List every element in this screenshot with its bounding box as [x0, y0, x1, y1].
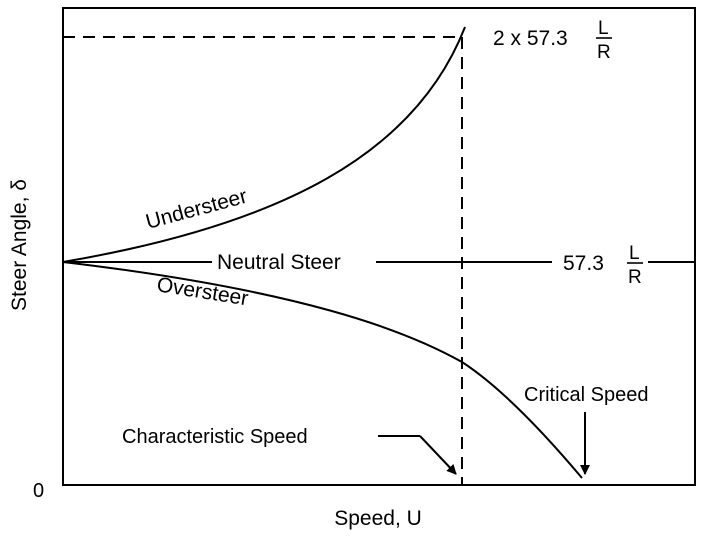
characteristic-speed-arrow — [419, 435, 457, 475]
y-origin-label: 0 — [33, 480, 44, 502]
oversteer-label: Oversteer — [155, 273, 250, 310]
understeer-label: Understeer — [143, 185, 249, 234]
upper-fraction-denominator: R — [597, 42, 611, 63]
neutral-fraction-numerator: L — [629, 243, 640, 264]
plot-frame — [62, 7, 696, 486]
x-axis-label: Speed, U — [334, 507, 422, 530]
upper-value-label: 2 x 57.3 — [493, 27, 568, 50]
understeer-curve — [62, 26, 466, 263]
y-axis-label: Steer Angle, δ — [8, 179, 31, 311]
neutral-value-label: 57.3 — [563, 252, 604, 275]
neutral-steer-label: Neutral Steer — [217, 251, 341, 274]
characteristic-speed-label: Characteristic Speed — [122, 426, 308, 448]
neutral-fraction-denominator: R — [628, 267, 642, 288]
oversteer-curve — [62, 261, 583, 479]
upper-fraction-numerator: L — [598, 18, 609, 39]
critical-speed-label: Critical Speed — [524, 384, 649, 406]
